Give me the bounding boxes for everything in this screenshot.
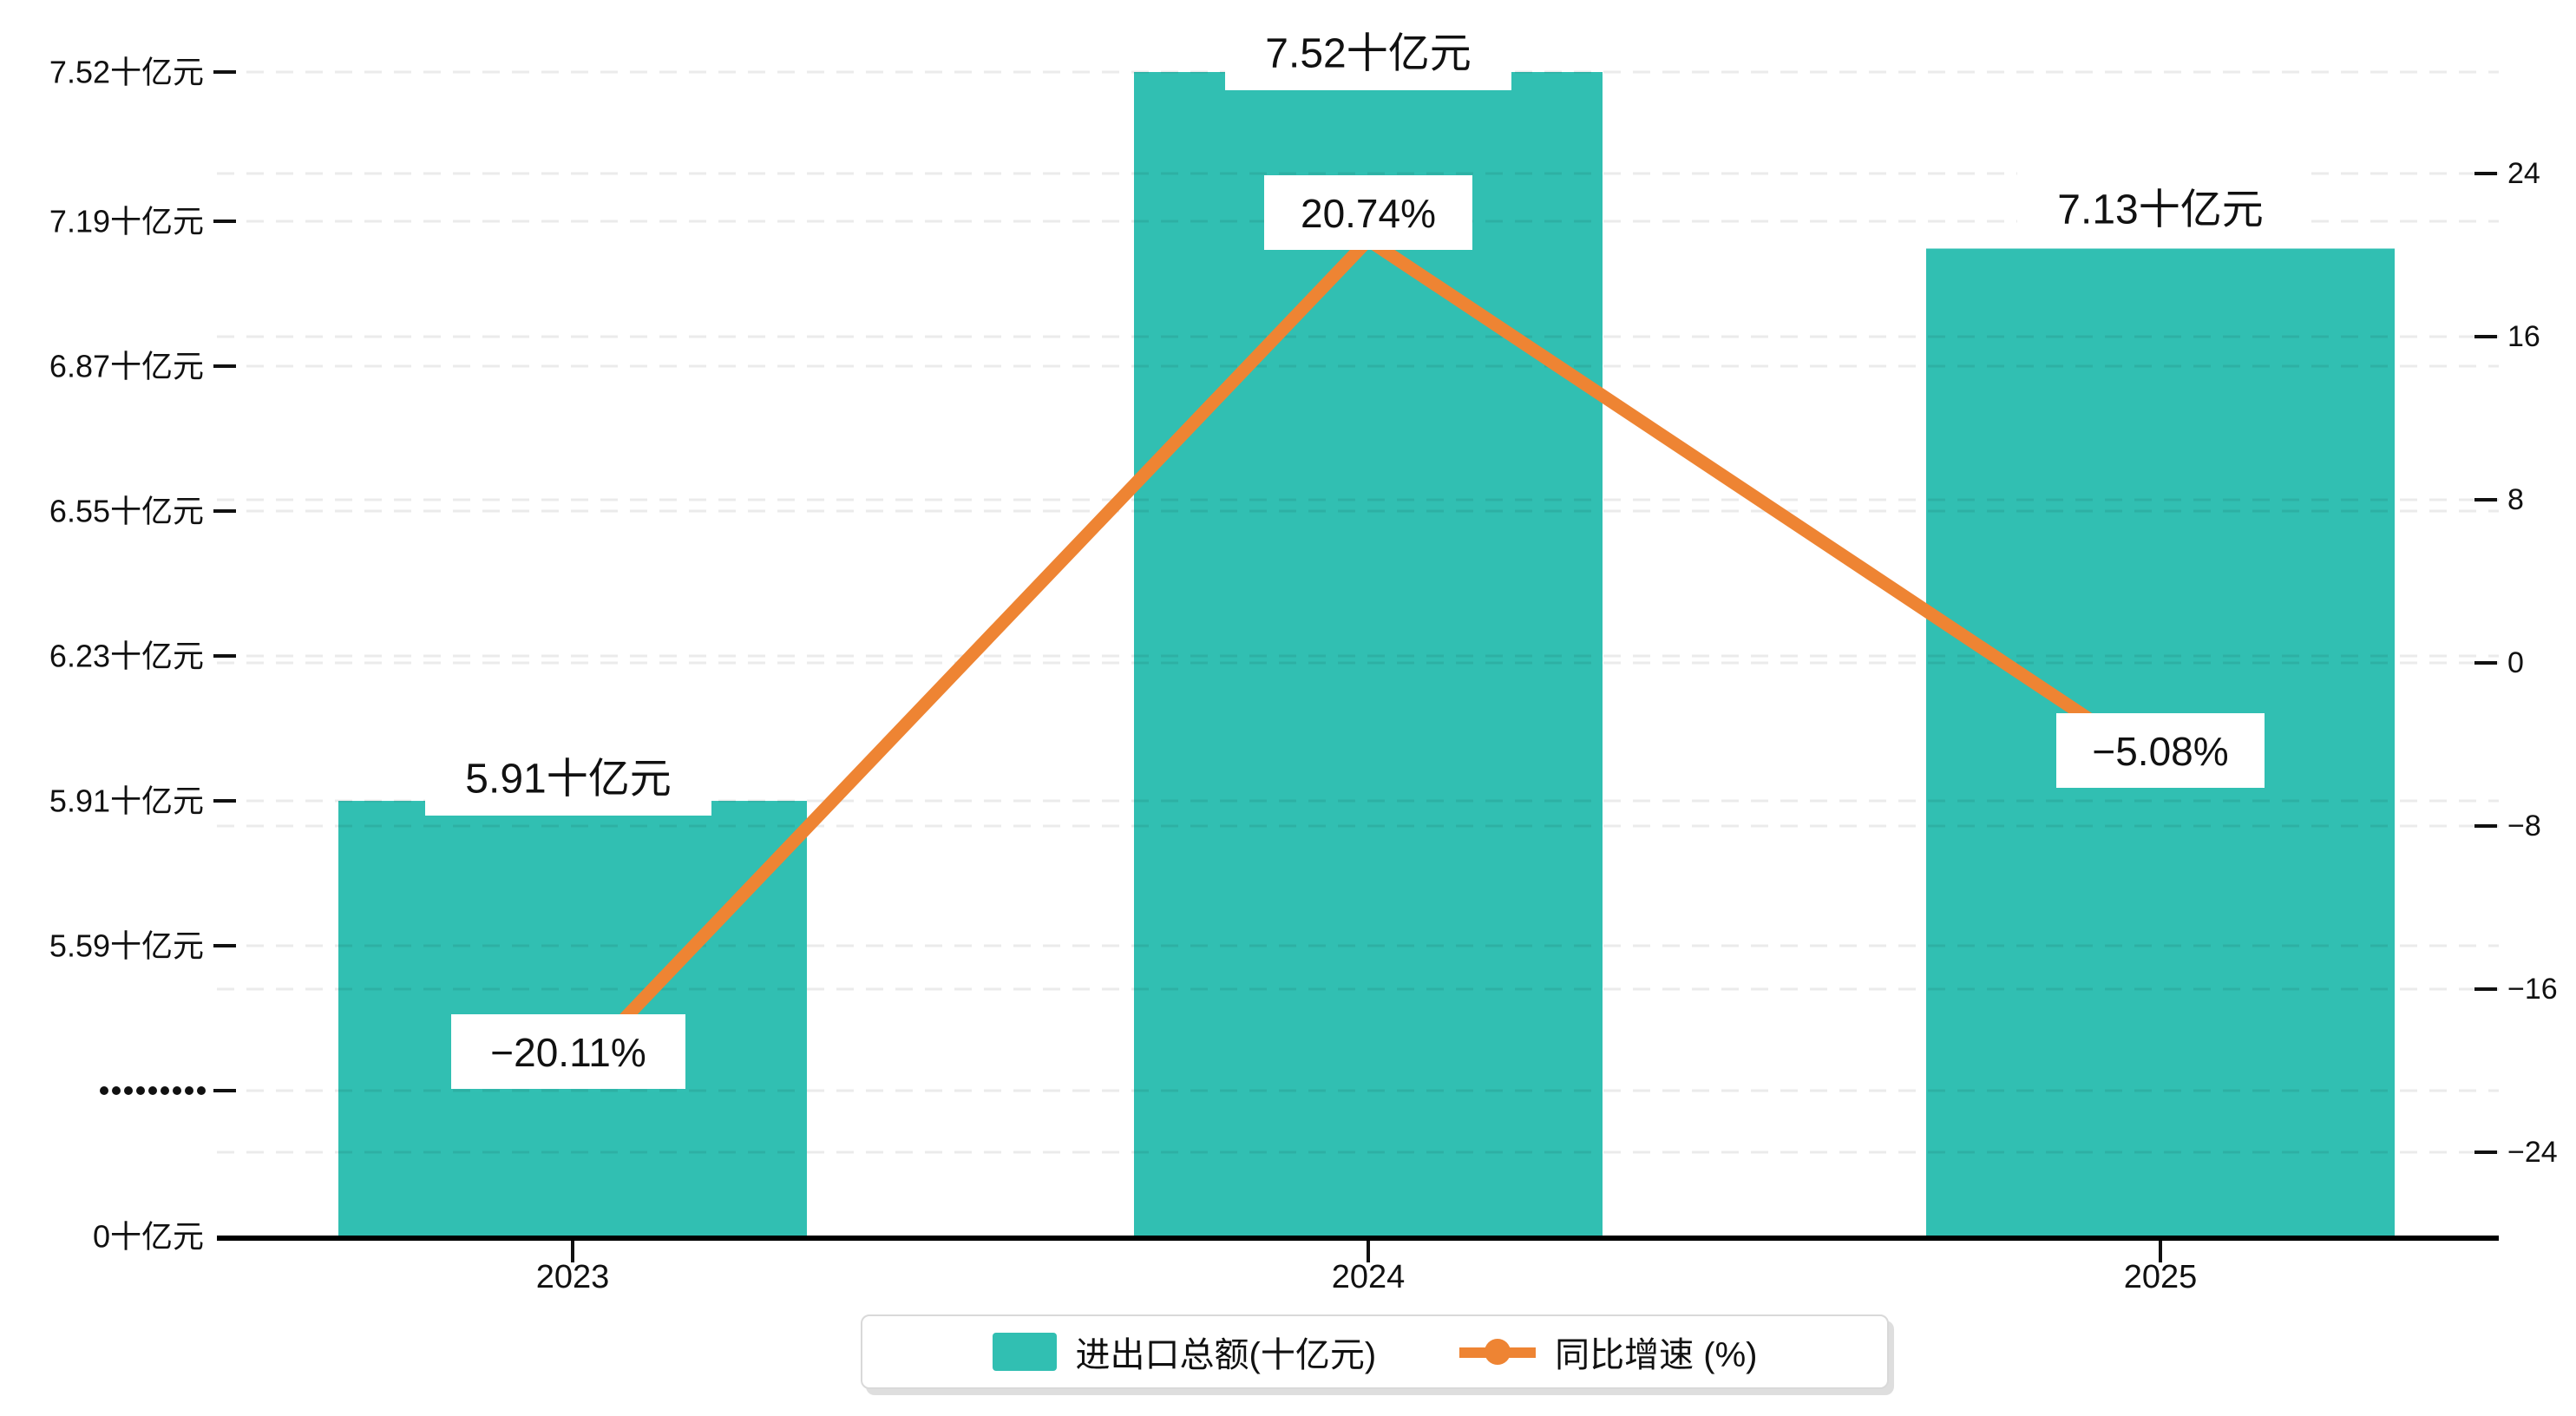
legend-item-yoy-growth[interactable]: 同比增速 (%) <box>1459 1327 1757 1377</box>
x-axis-label-2025: 2025 <box>2124 1259 2198 1295</box>
axis-break-dot <box>112 1086 121 1095</box>
left-axis-label-6-87: 6.87十亿元 <box>49 349 204 384</box>
growth-label-2024: 20.74% <box>1301 191 1436 236</box>
left-axis-label-5-91: 5.91十亿元 <box>49 783 204 819</box>
right-axis-label-16: 16 <box>2507 320 2540 353</box>
x-axis-label-2023: 2023 <box>536 1259 610 1295</box>
left-axis-label-zero: 0十亿元 <box>93 1219 204 1255</box>
x-axis-label-2024: 2024 <box>1332 1259 1406 1295</box>
left-axis-label-5-59: 5.59十亿元 <box>49 928 204 964</box>
left-axis-label-6-23: 6.23十亿元 <box>49 639 204 674</box>
right-axis-label-8: 8 <box>2507 483 2524 516</box>
axis-break-dot <box>173 1086 181 1095</box>
legend: 进出口总额(十亿元) 同比增速 (%) <box>861 1314 1889 1389</box>
bar-value-label-box-2023 <box>425 739 711 816</box>
line-series-marker-icon <box>1459 1333 1537 1371</box>
right-axis-label-24: 24 <box>2507 157 2540 190</box>
axis-break-dot <box>124 1086 133 1095</box>
bar-2024[interactable] <box>1134 72 1603 1237</box>
growth-label-2025: −5.08% <box>2092 729 2228 774</box>
bar-value-label-2024: 7.52十亿元 <box>1265 31 1471 77</box>
growth-label-box-2023 <box>451 1014 685 1089</box>
axis-break-dot <box>136 1086 145 1095</box>
legend-label-import-export-total: 进出口总额(十亿元) <box>1075 1336 1377 1374</box>
left-axis-label-7-52: 7.52十亿元 <box>49 55 204 90</box>
axis-break-dot <box>161 1086 169 1095</box>
legend-item-import-export-total[interactable]: 进出口总额(十亿元) <box>992 1327 1377 1377</box>
axis-break-dot <box>100 1086 108 1095</box>
bar-series-swatch-icon <box>992 1333 1057 1371</box>
axis-break-dots <box>100 1086 206 1095</box>
bar-value-label-2023: 5.91十亿元 <box>465 757 671 803</box>
left-axis-label-7-19: 7.19十亿元 <box>49 204 204 239</box>
bar-series <box>338 72 2395 1237</box>
bar-value-label-2025: 7.13十亿元 <box>2057 187 2263 233</box>
growth-label-box-2025 <box>2056 713 2265 788</box>
right-axis-label-neg8: −8 <box>2507 810 2541 842</box>
right-axis-label-neg16: −16 <box>2507 973 2558 1006</box>
axis-break-dot <box>185 1086 193 1095</box>
axis-break-dot <box>148 1086 157 1095</box>
right-axis-label-0: 0 <box>2507 646 2524 679</box>
axis-ticks <box>213 70 2497 1262</box>
bar-value-label-box-2024 <box>1225 14 1511 90</box>
bar-value-label-box-2025 <box>2017 170 2304 246</box>
left-axis-label-6-55: 6.55十亿元 <box>49 494 204 529</box>
growth-label-box-2024 <box>1264 175 1472 250</box>
right-axis-label-neg24: −24 <box>2507 1136 2558 1169</box>
growth-label-2023: −20.11% <box>490 1030 646 1075</box>
legend-label-yoy-growth: 同比增速 (%) <box>1555 1336 1758 1374</box>
axis-break-dot <box>197 1086 206 1095</box>
